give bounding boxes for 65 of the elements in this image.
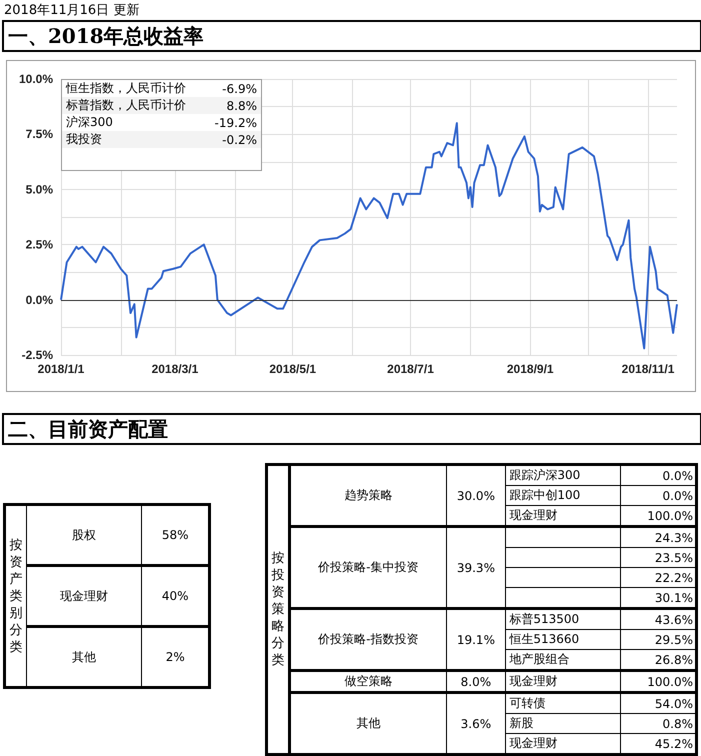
text: 24.3% bbox=[620, 526, 696, 548]
x-tick-label: 2018/1/1 bbox=[38, 362, 85, 376]
annotation: 8.8% bbox=[226, 98, 258, 114]
text: 0.0% bbox=[620, 486, 696, 506]
annotation: 我投资 bbox=[65, 131, 103, 148]
y-tick-label: -2.5% bbox=[22, 348, 54, 362]
y-tick-label: 10.0% bbox=[18, 72, 54, 86]
text: 26.8% bbox=[620, 650, 696, 670]
text: 0.0% bbox=[620, 464, 696, 486]
text: 58% bbox=[142, 504, 210, 566]
text: 现金理财 bbox=[506, 506, 620, 526]
text: 跟踪沪深300 bbox=[506, 464, 620, 486]
text: 39.3% bbox=[446, 526, 506, 608]
text: 做空策略 bbox=[290, 670, 446, 692]
text: 股权 bbox=[26, 504, 142, 566]
annotation: -0.2% bbox=[221, 132, 258, 148]
y-tick-label: 7.5% bbox=[26, 127, 54, 142]
x-tick-label: 2018/5/1 bbox=[269, 362, 316, 376]
text: 23.5% bbox=[620, 548, 696, 568]
text: 0.8% bbox=[620, 714, 696, 734]
text: 30.0% bbox=[446, 464, 506, 526]
text: 现金理财 bbox=[506, 670, 620, 692]
annotation: 标普指数，人民币计价 bbox=[65, 97, 187, 114]
text: 40% bbox=[142, 566, 210, 626]
x-tick-label: 2018/3/1 bbox=[152, 362, 199, 376]
text: 现金理财 bbox=[26, 566, 142, 626]
chart-subtitle: 2018年11月16日 更新 bbox=[4, 2, 140, 19]
y-tick-label: 5.0% bbox=[26, 182, 54, 196]
annotation: -19.2% bbox=[214, 114, 258, 131]
x-tick-label: 2018/7/1 bbox=[387, 362, 434, 376]
chart-title: 一、2018年总收益率 bbox=[2, 20, 701, 52]
text: 按投资策略分类 bbox=[272, 550, 284, 669]
y-tick-label: 2.5% bbox=[26, 238, 54, 252]
text: 跟踪中创100 bbox=[506, 486, 620, 506]
text: 22.2% bbox=[620, 568, 696, 588]
text: 其他 bbox=[26, 626, 142, 688]
text: 2% bbox=[142, 626, 210, 688]
text: 45.2% bbox=[620, 734, 696, 754]
text: 恒生513660 bbox=[506, 630, 620, 650]
text: 新股 bbox=[506, 714, 620, 734]
annotation: 恒生指数，人民币计价 bbox=[64, 80, 187, 97]
text: 按资产类别分类 bbox=[10, 536, 22, 656]
text: 29.5% bbox=[620, 630, 696, 650]
text: 100.0% bbox=[620, 670, 696, 692]
text: 19.1% bbox=[446, 608, 506, 670]
text: 地产股组合 bbox=[506, 650, 620, 670]
text: 价投策略-指数投资 bbox=[290, 608, 446, 670]
y-tick-label: 0.0% bbox=[26, 292, 54, 307]
text: 3.6% bbox=[446, 692, 506, 754]
text: 二、目前资产配置 bbox=[2, 413, 701, 445]
text: 100.0% bbox=[620, 506, 696, 526]
x-tick-label: 2018/11/1 bbox=[622, 362, 675, 376]
text: 价投策略-集中投资 bbox=[290, 526, 446, 608]
text: 标普513500 bbox=[506, 608, 620, 630]
text: 趋势策略 bbox=[290, 464, 446, 526]
text: 其他 bbox=[290, 692, 446, 754]
annotation: 沪深300 bbox=[65, 114, 114, 131]
text: 8.0% bbox=[446, 670, 506, 692]
x-tick-label: 2018/9/1 bbox=[506, 362, 554, 376]
text: 43.6% bbox=[620, 608, 696, 630]
annotation: -6.9% bbox=[221, 80, 258, 97]
text: 54.0% bbox=[620, 692, 696, 714]
text: 可转债 bbox=[506, 692, 620, 714]
text: 现金理财 bbox=[506, 734, 620, 754]
text: 30.1% bbox=[620, 588, 696, 608]
